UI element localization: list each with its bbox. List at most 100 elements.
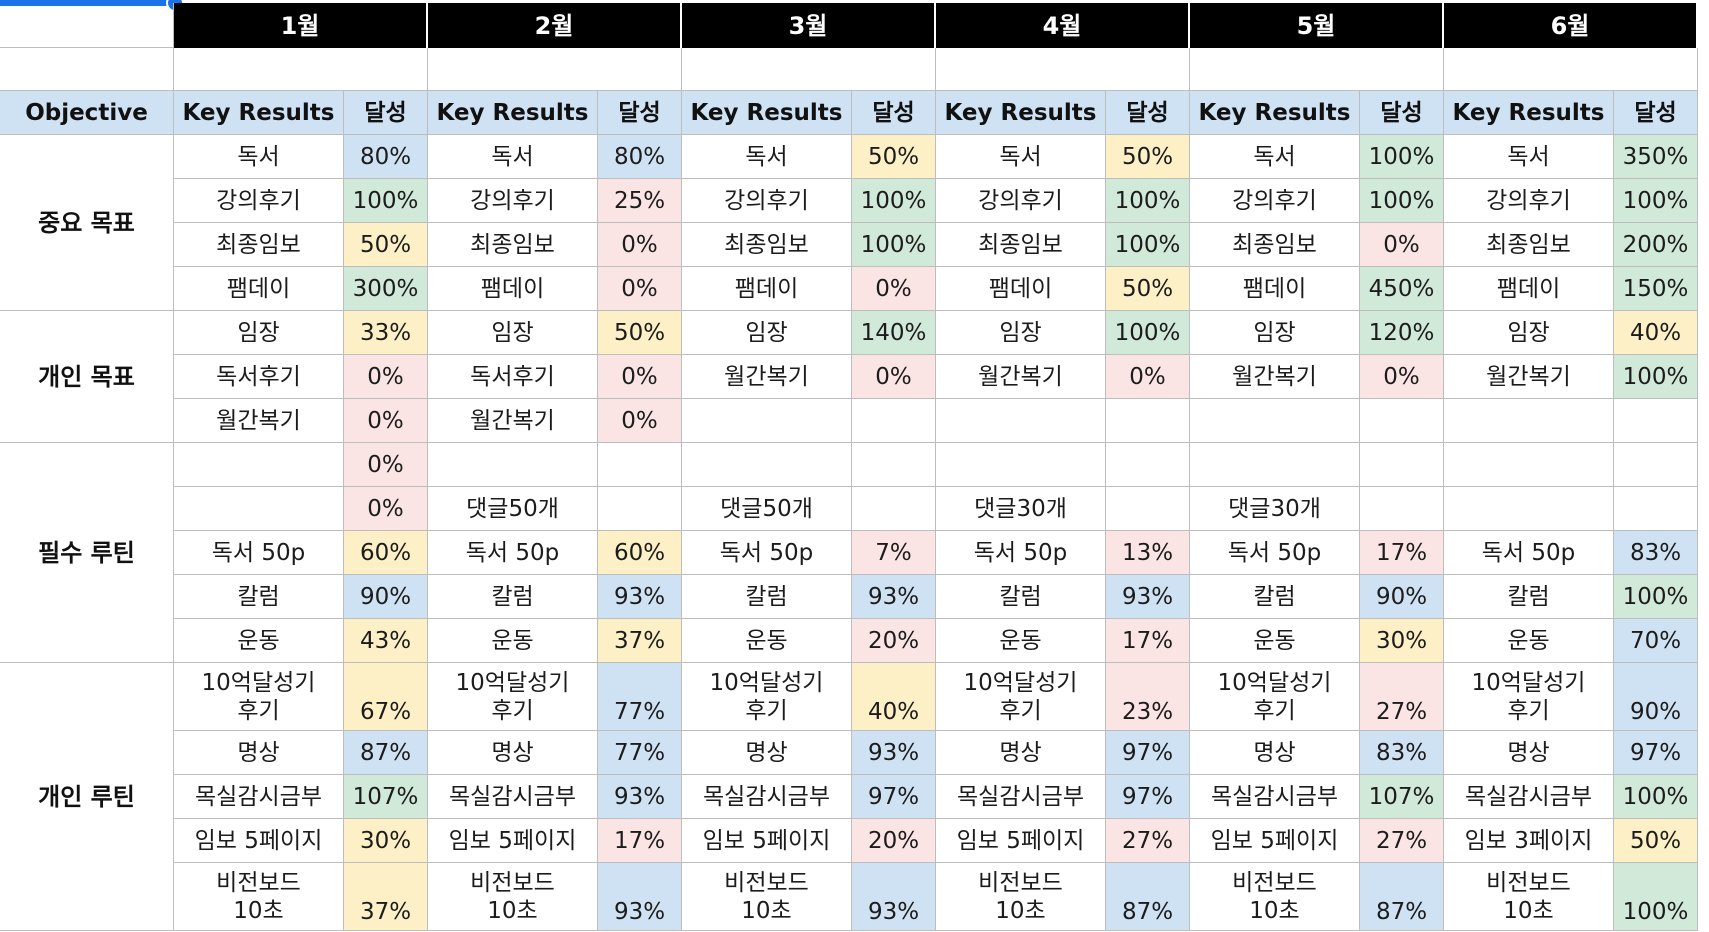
key-result-cell[interactable]: 독서 bbox=[1444, 135, 1614, 179]
achievement-cell[interactable]: 120% bbox=[1360, 311, 1444, 355]
achievement-cell[interactable]: 70% bbox=[1614, 619, 1698, 663]
key-result-cell[interactable] bbox=[682, 443, 852, 487]
key-result-cell[interactable]: 목실감시금부 bbox=[174, 775, 344, 819]
achievement-cell[interactable]: 50% bbox=[598, 311, 682, 355]
achievement-header[interactable]: 달성 bbox=[852, 91, 936, 135]
month-header[interactable]: 1월 bbox=[174, 3, 428, 48]
key-result-cell[interactable]: 팸데이 bbox=[1444, 267, 1614, 311]
blank-cell[interactable] bbox=[936, 48, 1190, 91]
key-result-cell[interactable]: 독서 50p bbox=[428, 531, 598, 575]
objective-group-label[interactable]: 개인 루틴 bbox=[0, 663, 174, 931]
achievement-cell[interactable]: 97% bbox=[1614, 731, 1698, 775]
achievement-cell[interactable]: 87% bbox=[1106, 863, 1190, 931]
month-header[interactable]: 5월 bbox=[1190, 3, 1444, 48]
achievement-cell[interactable]: 0% bbox=[344, 399, 428, 443]
achievement-cell[interactable]: 0% bbox=[852, 355, 936, 399]
key-result-cell[interactable]: 독서 bbox=[1190, 135, 1360, 179]
key-result-cell[interactable]: 운동 bbox=[1190, 619, 1360, 663]
achievement-cell[interactable]: 90% bbox=[344, 575, 428, 619]
achievement-cell[interactable]: 50% bbox=[1106, 267, 1190, 311]
achievement-cell[interactable] bbox=[1360, 487, 1444, 531]
achievement-cell[interactable]: 60% bbox=[344, 531, 428, 575]
key-result-cell[interactable]: 독서 50p bbox=[682, 531, 852, 575]
achievement-cell[interactable]: 27% bbox=[1106, 819, 1190, 863]
key-results-header[interactable]: Key Results bbox=[1190, 91, 1360, 135]
achievement-cell[interactable]: 7% bbox=[852, 531, 936, 575]
achievement-cell[interactable]: 37% bbox=[598, 619, 682, 663]
achievement-header[interactable]: 달성 bbox=[1614, 91, 1698, 135]
achievement-cell[interactable]: 100% bbox=[344, 179, 428, 223]
achievement-cell[interactable]: 80% bbox=[344, 135, 428, 179]
key-result-cell[interactable]: 비전보드 10초 bbox=[682, 863, 852, 931]
achievement-cell[interactable] bbox=[1106, 487, 1190, 531]
achievement-cell[interactable]: 0% bbox=[344, 355, 428, 399]
key-result-cell[interactable]: 강의후기 bbox=[1444, 179, 1614, 223]
key-result-cell[interactable]: 임장 bbox=[428, 311, 598, 355]
achievement-cell[interactable]: 90% bbox=[1614, 663, 1698, 731]
achievement-cell[interactable]: 350% bbox=[1614, 135, 1698, 179]
key-results-header[interactable]: Key Results bbox=[936, 91, 1106, 135]
achievement-cell[interactable]: 97% bbox=[1106, 731, 1190, 775]
month-header[interactable]: 4월 bbox=[936, 3, 1190, 48]
achievement-cell[interactable]: 450% bbox=[1360, 267, 1444, 311]
key-result-cell[interactable]: 독서 50p bbox=[1444, 531, 1614, 575]
achievement-cell[interactable]: 83% bbox=[1614, 531, 1698, 575]
key-result-cell[interactable]: 독서 bbox=[174, 135, 344, 179]
achievement-cell[interactable]: 50% bbox=[344, 223, 428, 267]
achievement-cell[interactable]: 300% bbox=[344, 267, 428, 311]
achievement-cell[interactable]: 100% bbox=[852, 223, 936, 267]
achievement-cell[interactable]: 40% bbox=[1614, 311, 1698, 355]
key-result-cell[interactable]: 임보 5페이지 bbox=[428, 819, 598, 863]
achievement-cell[interactable]: 0% bbox=[1106, 355, 1190, 399]
objective-header[interactable]: Objective bbox=[0, 91, 174, 135]
key-result-cell[interactable]: 비전보드 10초 bbox=[428, 863, 598, 931]
achievement-cell[interactable]: 100% bbox=[1614, 179, 1698, 223]
key-result-cell[interactable]: 월간복기 bbox=[1190, 355, 1360, 399]
key-result-cell[interactable]: 최종임보 bbox=[428, 223, 598, 267]
achievement-cell[interactable] bbox=[852, 487, 936, 531]
achievement-header[interactable]: 달성 bbox=[1106, 91, 1190, 135]
achievement-cell[interactable]: 0% bbox=[598, 223, 682, 267]
achievement-cell[interactable]: 100% bbox=[1360, 179, 1444, 223]
key-result-cell[interactable] bbox=[1444, 443, 1614, 487]
achievement-cell[interactable] bbox=[1106, 443, 1190, 487]
achievement-cell[interactable]: 17% bbox=[1106, 619, 1190, 663]
achievement-cell[interactable]: 0% bbox=[1360, 223, 1444, 267]
key-result-cell[interactable]: 독서 bbox=[428, 135, 598, 179]
key-result-cell[interactable] bbox=[936, 399, 1106, 443]
achievement-cell[interactable]: 107% bbox=[1360, 775, 1444, 819]
key-result-cell[interactable] bbox=[936, 443, 1106, 487]
key-result-cell[interactable]: 최종임보 bbox=[1190, 223, 1360, 267]
key-result-cell[interactable]: 칼럼 bbox=[936, 575, 1106, 619]
key-result-cell[interactable]: 최종임보 bbox=[174, 223, 344, 267]
key-result-cell[interactable]: 댓글50개 bbox=[682, 487, 852, 531]
blank-cell[interactable] bbox=[1190, 48, 1444, 91]
key-result-cell[interactable]: 독서 50p bbox=[936, 531, 1106, 575]
key-result-cell[interactable]: 10억달성기 후기 bbox=[174, 663, 344, 731]
achievement-cell[interactable]: 100% bbox=[852, 179, 936, 223]
achievement-cell[interactable]: 50% bbox=[852, 135, 936, 179]
achievement-cell[interactable]: 100% bbox=[1106, 223, 1190, 267]
achievement-cell[interactable]: 60% bbox=[598, 531, 682, 575]
achievement-cell[interactable]: 0% bbox=[598, 267, 682, 311]
achievement-cell[interactable]: 93% bbox=[598, 775, 682, 819]
achievement-cell[interactable]: 97% bbox=[1106, 775, 1190, 819]
achievement-cell[interactable]: 93% bbox=[852, 731, 936, 775]
key-result-cell[interactable]: 10억달성기 후기 bbox=[682, 663, 852, 731]
corner-cell[interactable] bbox=[0, 3, 174, 48]
achievement-cell[interactable]: 37% bbox=[344, 863, 428, 931]
key-result-cell[interactable]: 독서 50p bbox=[1190, 531, 1360, 575]
key-result-cell[interactable]: 팸데이 bbox=[174, 267, 344, 311]
key-result-cell[interactable]: 명상 bbox=[174, 731, 344, 775]
achievement-cell[interactable] bbox=[1614, 487, 1698, 531]
key-result-cell[interactable]: 최종임보 bbox=[1444, 223, 1614, 267]
key-result-cell[interactable]: 팸데이 bbox=[682, 267, 852, 311]
achievement-cell[interactable]: 0% bbox=[598, 399, 682, 443]
key-result-cell[interactable]: 운동 bbox=[1444, 619, 1614, 663]
achievement-cell[interactable]: 100% bbox=[1360, 135, 1444, 179]
key-result-cell[interactable]: 월간복기 bbox=[428, 399, 598, 443]
achievement-cell[interactable]: 50% bbox=[1106, 135, 1190, 179]
key-result-cell[interactable]: 팸데이 bbox=[428, 267, 598, 311]
key-result-cell[interactable]: 운동 bbox=[682, 619, 852, 663]
